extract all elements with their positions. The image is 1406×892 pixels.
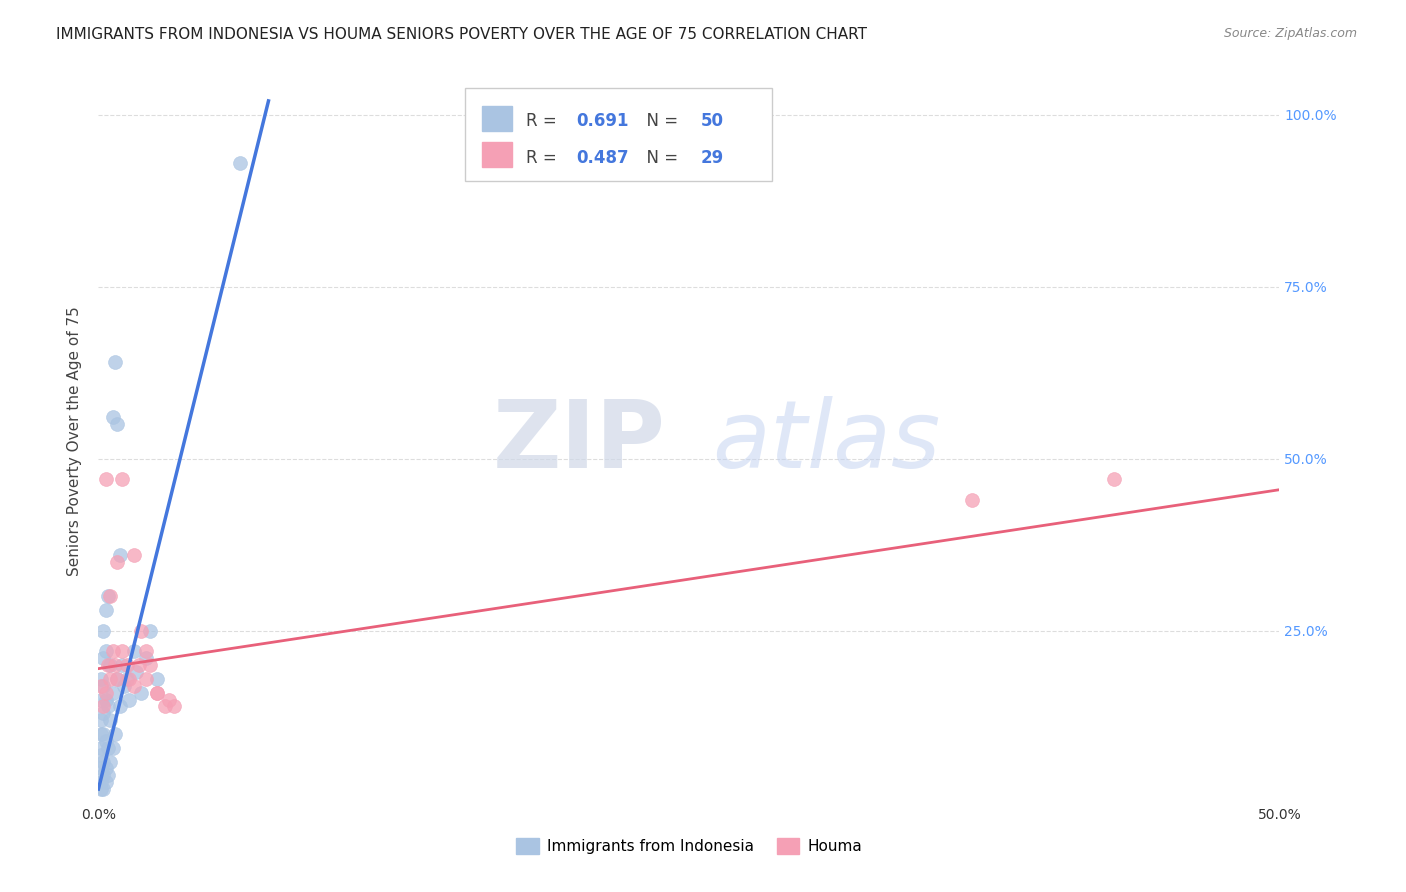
Point — [90, 679, 112, 693]
Text: IMMIGRANTS FROM INDONESIA VS HOUMA SENIORS POVERTY OVER THE AGE OF 75 CORRELATIO: IMMIGRANTS FROM INDONESIA VS HOUMA SENIO… — [56, 27, 868, 42]
Point — [157, 692, 180, 706]
Point — [111, 472, 134, 486]
Point — [122, 679, 145, 693]
Point — [94, 692, 117, 706]
Point — [146, 672, 169, 686]
Point — [94, 761, 117, 775]
Point — [90, 692, 112, 706]
Point — [135, 651, 157, 665]
FancyBboxPatch shape — [464, 87, 772, 181]
Point — [90, 761, 112, 775]
Point — [146, 686, 169, 700]
Point — [90, 727, 112, 741]
Point — [91, 706, 114, 721]
Point — [91, 624, 114, 638]
Point — [118, 672, 141, 686]
Point — [94, 644, 117, 658]
Text: R =: R = — [526, 112, 562, 130]
Point — [128, 658, 150, 673]
Point — [139, 624, 162, 638]
Point — [94, 775, 117, 789]
Point — [139, 658, 162, 673]
Point — [94, 603, 117, 617]
Point — [101, 740, 124, 755]
Point — [91, 699, 114, 714]
Point — [101, 410, 124, 425]
Point — [91, 651, 114, 665]
Point — [97, 658, 120, 673]
Point — [112, 679, 135, 693]
Point — [122, 548, 145, 562]
Point — [104, 727, 127, 741]
Point — [98, 590, 121, 604]
Point — [97, 740, 120, 755]
Point — [97, 699, 120, 714]
Text: N =: N = — [636, 149, 683, 167]
Point — [129, 686, 152, 700]
Point — [153, 699, 176, 714]
Point — [105, 672, 128, 686]
Point — [98, 755, 121, 769]
Point — [1102, 472, 1125, 486]
Point — [91, 727, 114, 741]
Point — [97, 768, 120, 782]
Point — [111, 658, 134, 673]
Point — [108, 548, 131, 562]
Point — [229, 156, 252, 170]
Point — [94, 734, 117, 748]
Point — [91, 768, 114, 782]
Point — [135, 672, 157, 686]
Y-axis label: Seniors Poverty Over the Age of 75: Seniors Poverty Over the Age of 75 — [67, 307, 83, 576]
Point — [115, 672, 138, 686]
Point — [135, 644, 157, 658]
Point — [91, 755, 114, 769]
Point — [94, 472, 117, 486]
Point — [91, 679, 114, 693]
Text: 50: 50 — [700, 112, 724, 130]
Point — [962, 493, 984, 508]
Point — [111, 644, 134, 658]
Point — [91, 782, 114, 797]
Point — [101, 686, 124, 700]
Bar — [482, 142, 512, 167]
Point — [122, 644, 145, 658]
Point — [101, 644, 124, 658]
Point — [125, 665, 148, 679]
Point — [98, 672, 121, 686]
Point — [90, 672, 112, 686]
Point — [94, 686, 117, 700]
Point — [129, 624, 152, 638]
Point — [105, 555, 128, 569]
Point — [98, 713, 121, 727]
Text: 0.691: 0.691 — [576, 112, 630, 130]
Point — [105, 417, 128, 432]
Point — [90, 782, 112, 797]
Text: ZIP: ZIP — [492, 395, 665, 488]
Point — [104, 658, 127, 673]
Legend: Immigrants from Indonesia, Houma: Immigrants from Indonesia, Houma — [510, 832, 868, 860]
Point — [90, 713, 112, 727]
Text: atlas: atlas — [713, 396, 941, 487]
Point — [115, 658, 138, 673]
Point — [105, 672, 128, 686]
Text: N =: N = — [636, 112, 683, 130]
Bar — [482, 105, 512, 131]
Text: 0.487: 0.487 — [576, 149, 630, 167]
Point — [90, 740, 112, 755]
Point — [146, 686, 169, 700]
Point — [118, 692, 141, 706]
Point — [108, 699, 131, 714]
Text: Source: ZipAtlas.com: Source: ZipAtlas.com — [1223, 27, 1357, 40]
Point — [163, 699, 186, 714]
Point — [90, 775, 112, 789]
Point — [90, 747, 112, 762]
Text: R =: R = — [526, 149, 562, 167]
Point — [98, 658, 121, 673]
Point — [97, 590, 120, 604]
Point — [104, 355, 127, 369]
Text: 29: 29 — [700, 149, 724, 167]
